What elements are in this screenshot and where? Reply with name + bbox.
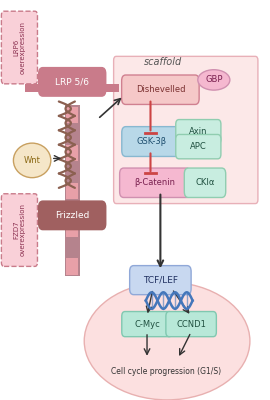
FancyBboxPatch shape [176, 134, 221, 159]
FancyBboxPatch shape [122, 127, 182, 156]
FancyBboxPatch shape [114, 56, 258, 204]
FancyBboxPatch shape [1, 194, 38, 266]
FancyBboxPatch shape [39, 68, 106, 96]
FancyBboxPatch shape [166, 312, 216, 337]
Text: FZD7
overexpression: FZD7 overexpression [13, 203, 26, 256]
Text: Frizzled: Frizzled [55, 211, 89, 220]
Text: GSK-3β: GSK-3β [137, 137, 167, 146]
Text: LRP6
overexpression: LRP6 overexpression [13, 21, 26, 74]
Text: Dishevelled: Dishevelled [136, 85, 185, 94]
FancyBboxPatch shape [66, 182, 78, 199]
Text: Wnt: Wnt [24, 156, 40, 165]
FancyBboxPatch shape [39, 201, 106, 230]
FancyBboxPatch shape [65, 106, 80, 276]
FancyBboxPatch shape [66, 144, 78, 161]
Text: APC: APC [190, 142, 207, 151]
FancyBboxPatch shape [66, 107, 78, 123]
Text: β-Catenin: β-Catenin [134, 178, 176, 187]
FancyBboxPatch shape [66, 220, 78, 237]
FancyBboxPatch shape [176, 120, 221, 144]
FancyBboxPatch shape [25, 84, 119, 92]
Text: GBP: GBP [205, 76, 222, 84]
Ellipse shape [14, 143, 51, 178]
Ellipse shape [198, 70, 230, 90]
FancyBboxPatch shape [122, 75, 199, 104]
FancyBboxPatch shape [120, 168, 190, 198]
Ellipse shape [84, 282, 250, 400]
Text: Cell cycle progression (G1/S): Cell cycle progression (G1/S) [111, 367, 221, 376]
FancyBboxPatch shape [66, 258, 78, 275]
Text: LRP 5/6: LRP 5/6 [55, 77, 89, 86]
Text: C-Myc: C-Myc [134, 320, 160, 329]
Text: CCND1: CCND1 [176, 320, 206, 329]
Text: CKIα: CKIα [195, 178, 215, 187]
Text: scaffold: scaffold [144, 57, 182, 67]
FancyBboxPatch shape [1, 11, 38, 84]
FancyBboxPatch shape [184, 168, 226, 198]
FancyBboxPatch shape [122, 312, 172, 337]
Text: Axin: Axin [189, 127, 208, 136]
FancyBboxPatch shape [130, 266, 191, 295]
Text: TCF/LEF: TCF/LEF [143, 276, 178, 285]
